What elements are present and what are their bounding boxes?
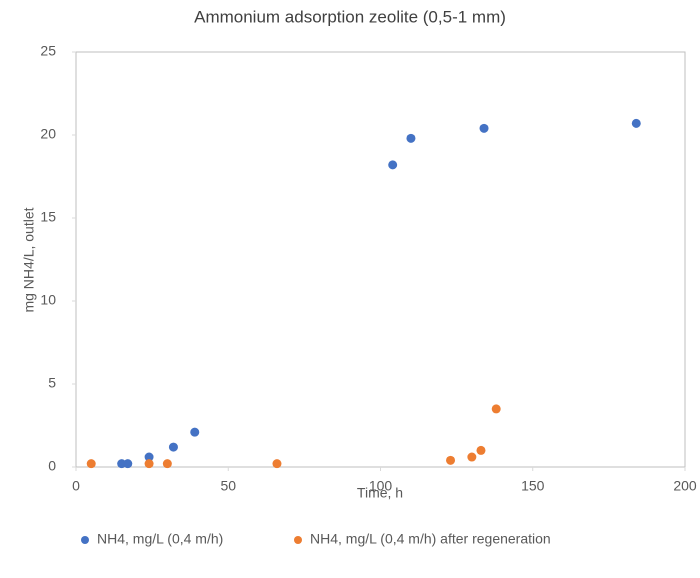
point [631,118,641,128]
legend-marker [294,536,302,544]
y-tick-label: 15 [40,209,56,225]
plot-frame [75,51,686,468]
point [406,133,416,143]
x-tick-label: 50 [220,478,236,494]
legend-label: NH4, mg/L (0,4 m/h) after regeneration [310,531,551,547]
point [491,404,501,414]
point [123,459,133,469]
chart-title: Ammonium adsorption zeolite (0,5-1 mm) [194,7,506,26]
point [86,459,96,469]
y-tick-label: 25 [40,43,56,59]
point [388,160,398,170]
x-tick-label: 200 [673,478,697,494]
point [144,459,154,469]
point [446,455,456,465]
point [162,459,172,469]
y-axis-label: mg NH4/L, outlet [21,207,37,312]
legend-marker [81,536,89,544]
x-tick-label: 150 [521,478,545,494]
y-tick-label: 5 [48,375,56,391]
point [476,445,486,455]
x-tick-label: 100 [369,478,393,494]
legend-label: NH4, mg/L (0,4 m/h) [97,531,223,547]
point [190,427,200,437]
x-axis-label: Time, h [357,485,403,501]
point [168,442,178,452]
point [144,452,154,462]
y-tick-label: 20 [40,126,56,142]
x-tick-label: 0 [72,478,80,494]
point [479,123,489,133]
point [272,459,282,469]
y-tick-label: 10 [40,292,56,308]
y-tick-label: 0 [48,458,56,474]
point [467,452,477,462]
